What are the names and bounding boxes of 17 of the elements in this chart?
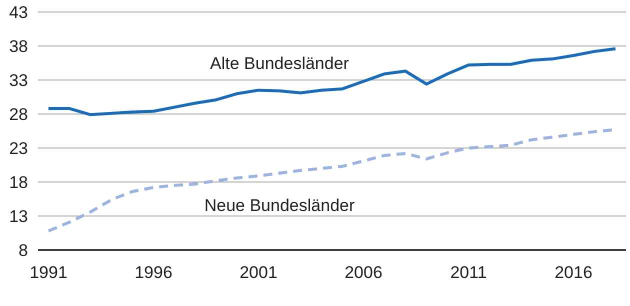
line-series	[47, 47, 617, 116]
x-tick-label: 1996	[134, 263, 172, 282]
y-tick-label: 43	[9, 3, 28, 22]
y-tick-label: 13	[9, 207, 28, 226]
y-tick-label: 8	[18, 241, 28, 260]
x-tick-label: 2011	[450, 263, 487, 282]
x-tick-label: 2001	[240, 263, 278, 282]
y-tick-label: 18	[9, 173, 28, 192]
y-tick-label: 33	[9, 71, 28, 90]
series-label: Neue Bundesländer	[204, 196, 355, 216]
y-tick-label: 28	[9, 105, 28, 124]
series-label: Alte Bundesländer	[210, 54, 350, 73]
y-tick-label: 23	[9, 139, 28, 158]
x-tick-label: 2006	[344, 263, 382, 282]
x-tick-label: 1991	[30, 263, 68, 282]
x-tick-label: 2016	[554, 263, 592, 282]
y-tick-label: 38	[9, 37, 28, 56]
